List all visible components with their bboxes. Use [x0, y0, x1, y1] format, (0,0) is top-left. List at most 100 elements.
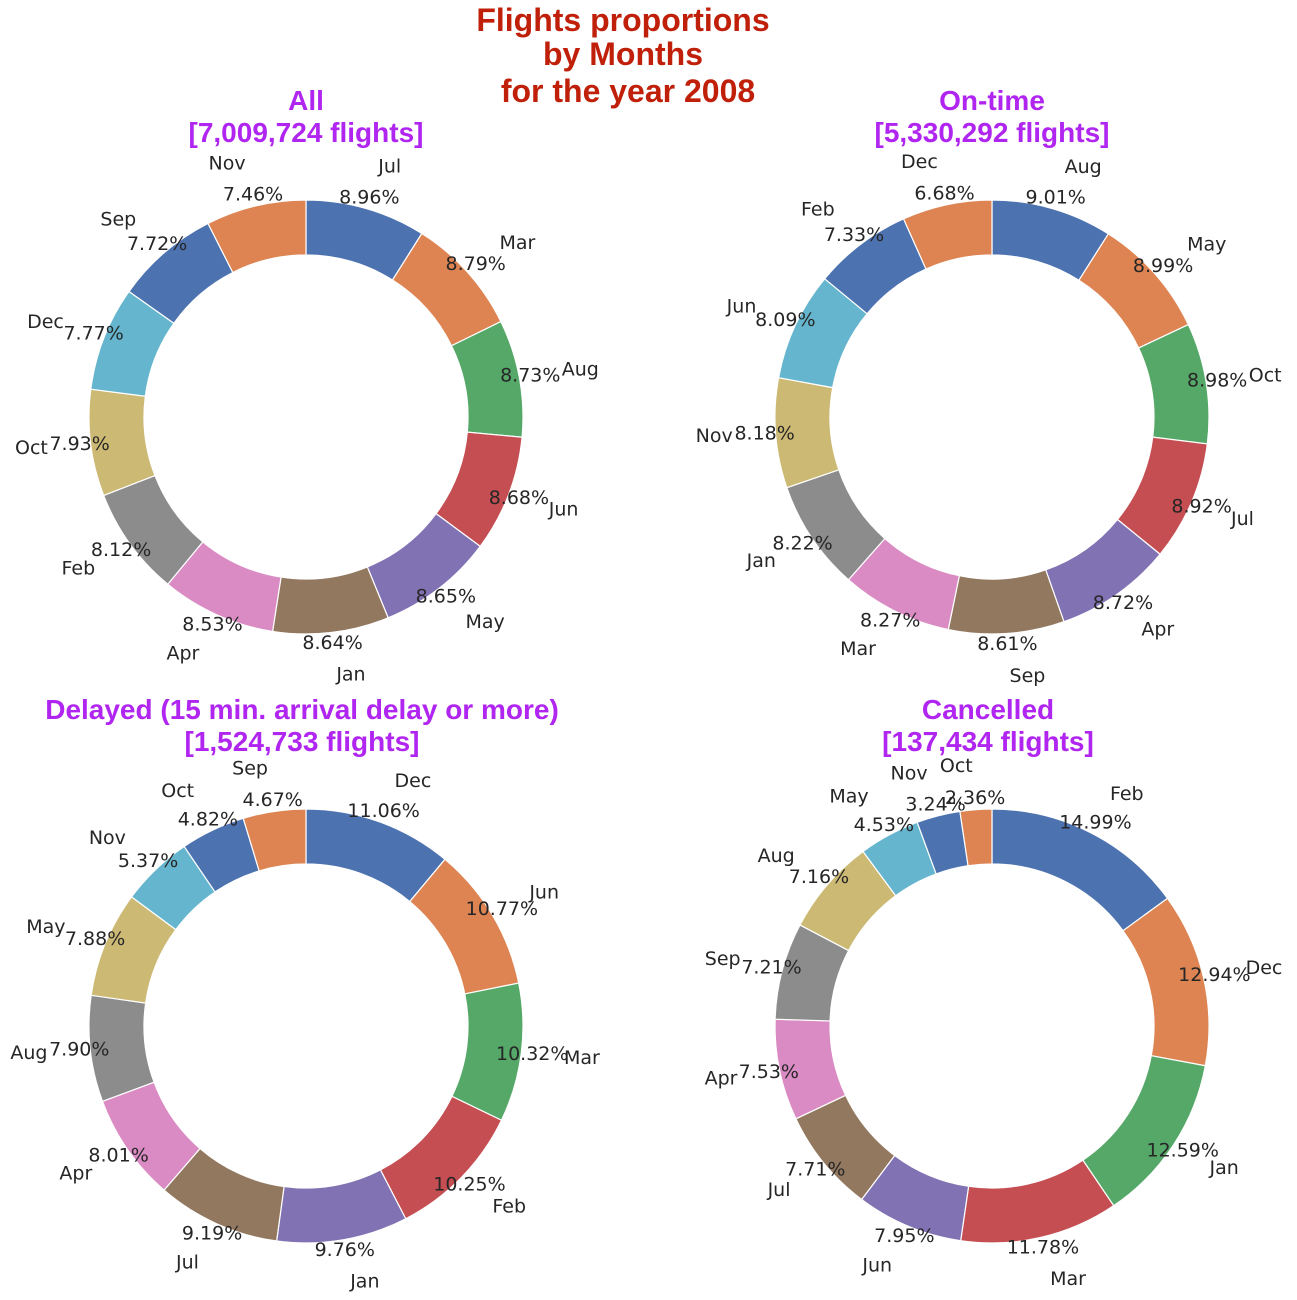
percent-label: 8.64% [302, 632, 362, 654]
percent-label: 8.73% [500, 364, 560, 386]
category-label: Dec [27, 311, 64, 333]
percent-label: 8.68% [489, 487, 549, 509]
category-label: Jul [1230, 508, 1254, 530]
category-label: Sep [100, 209, 136, 231]
category-label: Oct [1249, 365, 1282, 387]
category-label: Jul [175, 1251, 199, 1273]
category-label: Sep [232, 757, 268, 779]
chart-title-line-2: [7,009,724 flights] [189, 117, 424, 148]
wedge-oct [959, 808, 993, 867]
category-label: Dec [1246, 957, 1283, 979]
percent-label: 2.36% [945, 787, 1005, 809]
percent-label: 7.72% [127, 233, 187, 255]
category-label: Jan [746, 550, 776, 572]
donut-chart-3: Delayed (15 min. arrival delay or more)[… [10, 694, 600, 1293]
category-label: Sep [705, 948, 741, 970]
percent-label: 8.53% [182, 613, 242, 635]
wedge-jan [275, 1169, 407, 1244]
category-label: Jan [1209, 1157, 1239, 1179]
percent-label: 7.90% [49, 1039, 109, 1061]
figure-suptitle: Flights proportions by Months for the ye… [476, 2, 769, 109]
percent-label: 10.25% [433, 1173, 505, 1195]
percent-label: 9.76% [315, 1239, 375, 1261]
percent-label: 9.01% [1025, 187, 1085, 209]
chart-title-line-2: [1,524,733 flights] [185, 726, 420, 757]
percent-label: 9.19% [182, 1222, 242, 1244]
wedge-jan [271, 566, 389, 635]
wedge-nov [207, 199, 307, 274]
category-label: Feb [492, 1196, 526, 1218]
percent-label: 7.53% [739, 1061, 799, 1083]
percent-label: 5.37% [118, 850, 178, 872]
percent-label: 8.96% [339, 186, 399, 208]
category-label: Aug [758, 845, 795, 867]
percent-label: 11.78% [1007, 1237, 1079, 1259]
percent-label: 4.53% [854, 814, 914, 836]
chart-title-line-1: All [288, 85, 324, 116]
category-label: Apr [166, 643, 199, 665]
category-label: May [1187, 234, 1226, 256]
percent-label: 6.68% [914, 183, 974, 205]
category-label: May [465, 611, 504, 633]
category-label: Aug [562, 359, 599, 381]
suptitle-line-2: by Months [543, 36, 703, 72]
category-label: Jun [861, 1255, 892, 1277]
category-label: Jan [349, 1271, 379, 1293]
percent-label: 8.99% [1133, 255, 1193, 277]
category-label: Dec [901, 151, 938, 173]
percent-label: 8.09% [755, 309, 815, 331]
percent-label: 12.59% [1147, 1139, 1219, 1161]
percent-label: 7.33% [824, 224, 884, 246]
category-label: Aug [1065, 156, 1102, 178]
percent-label: 8.12% [91, 539, 151, 561]
category-label: Nov [891, 763, 928, 785]
category-label: May [26, 916, 65, 938]
category-label: Dec [395, 770, 432, 792]
category-label: Feb [801, 199, 835, 221]
percent-label: 7.21% [741, 956, 801, 978]
category-label: Apr [1141, 618, 1174, 640]
percent-label: 4.67% [242, 789, 302, 811]
category-label: Nov [89, 827, 126, 849]
category-label: Oct [15, 437, 48, 459]
percent-label: 8.72% [1093, 592, 1153, 614]
donut-charts: All[7,009,724 flights]8.96%Jul8.79%Mar8.… [10, 85, 1282, 1293]
category-label: Nov [696, 425, 733, 447]
category-label: Oct [161, 780, 194, 802]
chart-title-line-2: [137,434 flights] [882, 726, 1094, 757]
percent-label: 7.46% [223, 184, 283, 206]
category-label: Aug [10, 1042, 47, 1064]
percent-label: 11.06% [347, 800, 419, 822]
category-label: Apr [705, 1068, 738, 1090]
category-label: Jul [767, 1179, 791, 1201]
wedge-sep [242, 808, 307, 872]
percent-label: 8.18% [734, 423, 794, 445]
category-label: Sep [1010, 665, 1046, 687]
wedge-jan [1082, 1054, 1207, 1207]
percent-label: 8.27% [860, 610, 920, 632]
category-label: Feb [1110, 783, 1144, 805]
category-label: Mar [564, 1047, 600, 1069]
category-label: Apr [59, 1163, 92, 1185]
percent-label: 14.99% [1059, 811, 1131, 833]
percent-label: 10.32% [496, 1043, 568, 1065]
donut-chart-4: Cancelled[137,434 flights] 14.99% Feb 12.94… [705, 694, 1283, 1290]
wedge-mar [959, 1159, 1115, 1244]
percent-label: 4.82% [178, 809, 238, 831]
category-label: May [829, 786, 868, 808]
suptitle-line-3: for the year 2008 [501, 73, 755, 109]
percent-label: 8.61% [977, 633, 1037, 655]
chart-title-line-1: On-time [939, 85, 1045, 116]
category-label: Jun [548, 499, 579, 521]
percent-label: 7.95% [874, 1225, 934, 1247]
percent-label: 8.98% [1187, 370, 1247, 392]
category-label: Jul [377, 156, 401, 178]
donut-chart-1: All[7,009,724 flights] 8.96% Jul 8.79%Mar 8.… [15, 85, 599, 686]
chart-title-line-2: [5,330,292 flights] [875, 117, 1110, 148]
category-label: Oct [940, 755, 973, 777]
chart-title-line-1: Cancelled [922, 694, 1054, 725]
percent-label: 8.92% [1171, 495, 1231, 517]
category-label: Nov [209, 153, 246, 175]
percent-label: 3.24% [905, 794, 965, 816]
